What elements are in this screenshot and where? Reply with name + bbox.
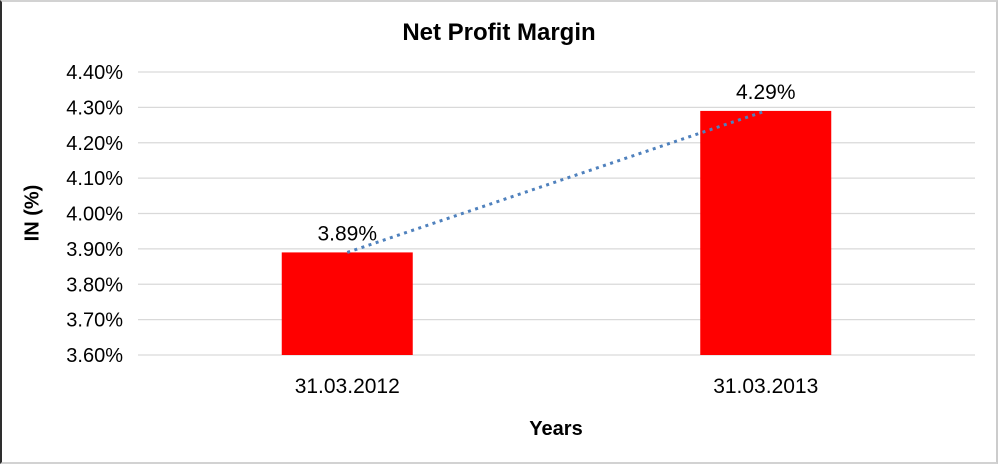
y-axis-title: IN (%) bbox=[21, 184, 44, 242]
y-tick-label: 3.60% bbox=[66, 345, 123, 367]
trendline bbox=[346, 109, 767, 254]
x-category-label: 31.03.2013 bbox=[713, 375, 818, 398]
y-tick-label: 3.90% bbox=[66, 239, 123, 261]
bar-value-label: 3.89% bbox=[317, 222, 377, 245]
y-tick-label: 4.30% bbox=[66, 97, 123, 119]
bar-2 bbox=[700, 110, 832, 355]
y-tick-label: 3.70% bbox=[66, 310, 123, 332]
y-tick-label: 3.80% bbox=[66, 274, 123, 296]
y-tick-label: 4.20% bbox=[66, 133, 123, 155]
chart-title: Net Profit Margin bbox=[402, 19, 596, 46]
y-tick-label: 4.40% bbox=[66, 62, 123, 84]
y-tick-label: 4.10% bbox=[66, 168, 123, 190]
bar-value-label: 4.29% bbox=[736, 81, 796, 104]
x-axis-title: Years bbox=[529, 418, 583, 440]
y-tick-label: 4.00% bbox=[66, 204, 123, 226]
x-category-label: 31.03.2012 bbox=[295, 375, 400, 398]
bar-1 bbox=[281, 252, 413, 355]
